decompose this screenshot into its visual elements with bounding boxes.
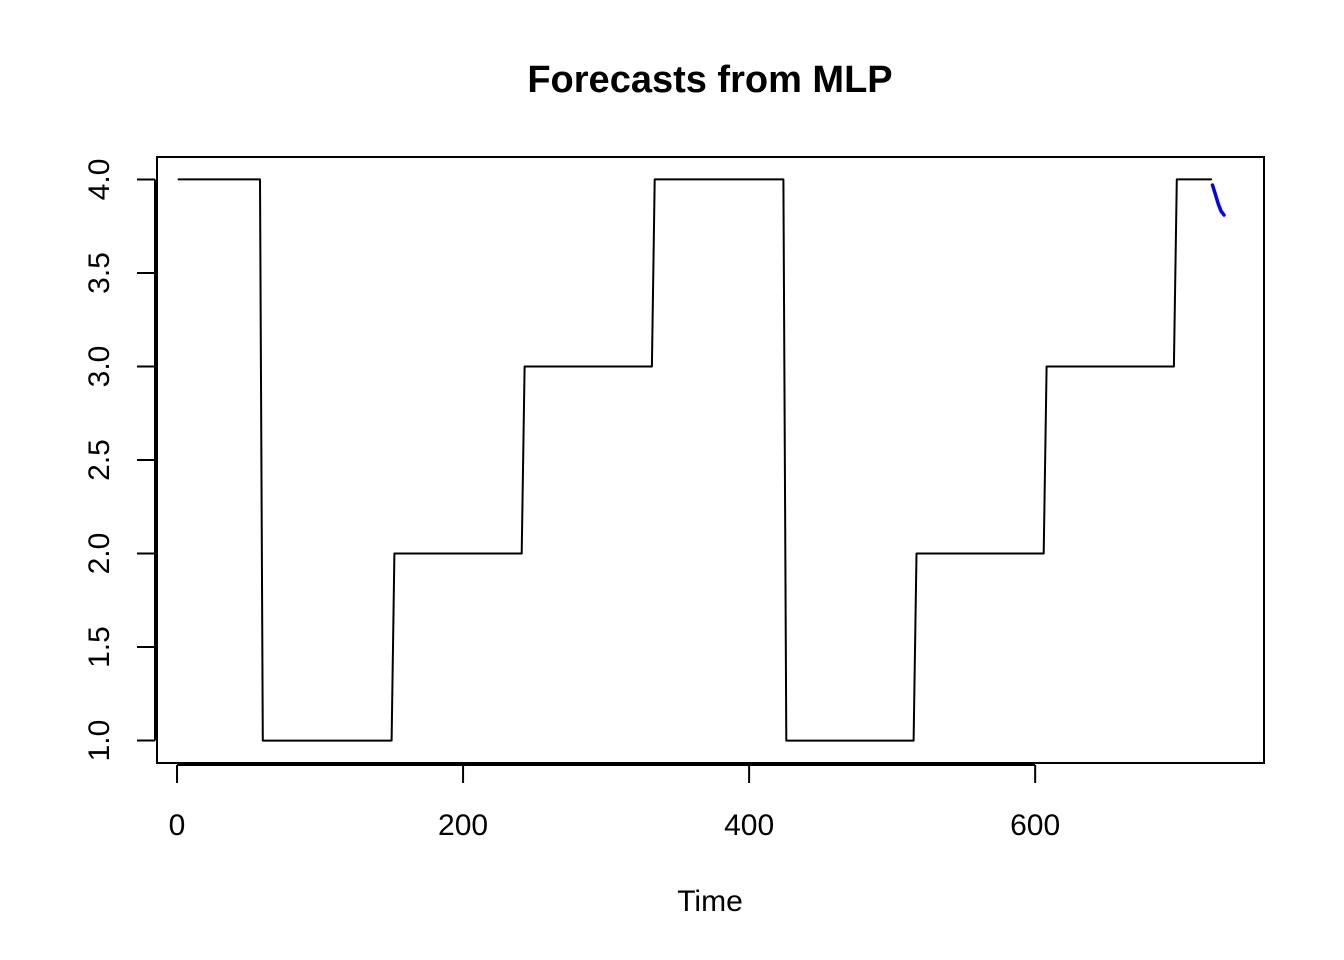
x-tick-label: 400 xyxy=(724,809,774,842)
series-line-forecast xyxy=(1210,183,1226,217)
x-tick-label: 200 xyxy=(438,809,488,842)
plot-frame xyxy=(156,156,1265,764)
x-axis-label: Time xyxy=(677,885,743,918)
x-axis: 0 200 400 600 xyxy=(169,764,1060,842)
y-axis: 1.0 1.5 2.0 2.5 3.0 3.5 4.0 xyxy=(83,159,156,762)
x-tick-label: 600 xyxy=(1010,809,1060,842)
y-tick-label: 2.5 xyxy=(83,439,116,481)
y-tick-label: 1.0 xyxy=(83,720,116,762)
chart-title: Forecasts from MLP xyxy=(527,59,892,101)
y-tick-label: 2.0 xyxy=(83,533,116,575)
series-layer xyxy=(177,178,1226,742)
series-line-observed xyxy=(177,178,1213,742)
y-tick-label: 3.0 xyxy=(83,346,116,388)
x-tick-label: 0 xyxy=(169,809,186,842)
y-tick-label: 4.0 xyxy=(83,159,116,201)
y-tick-label: 1.5 xyxy=(83,626,116,668)
y-tick-label: 3.5 xyxy=(83,252,116,294)
